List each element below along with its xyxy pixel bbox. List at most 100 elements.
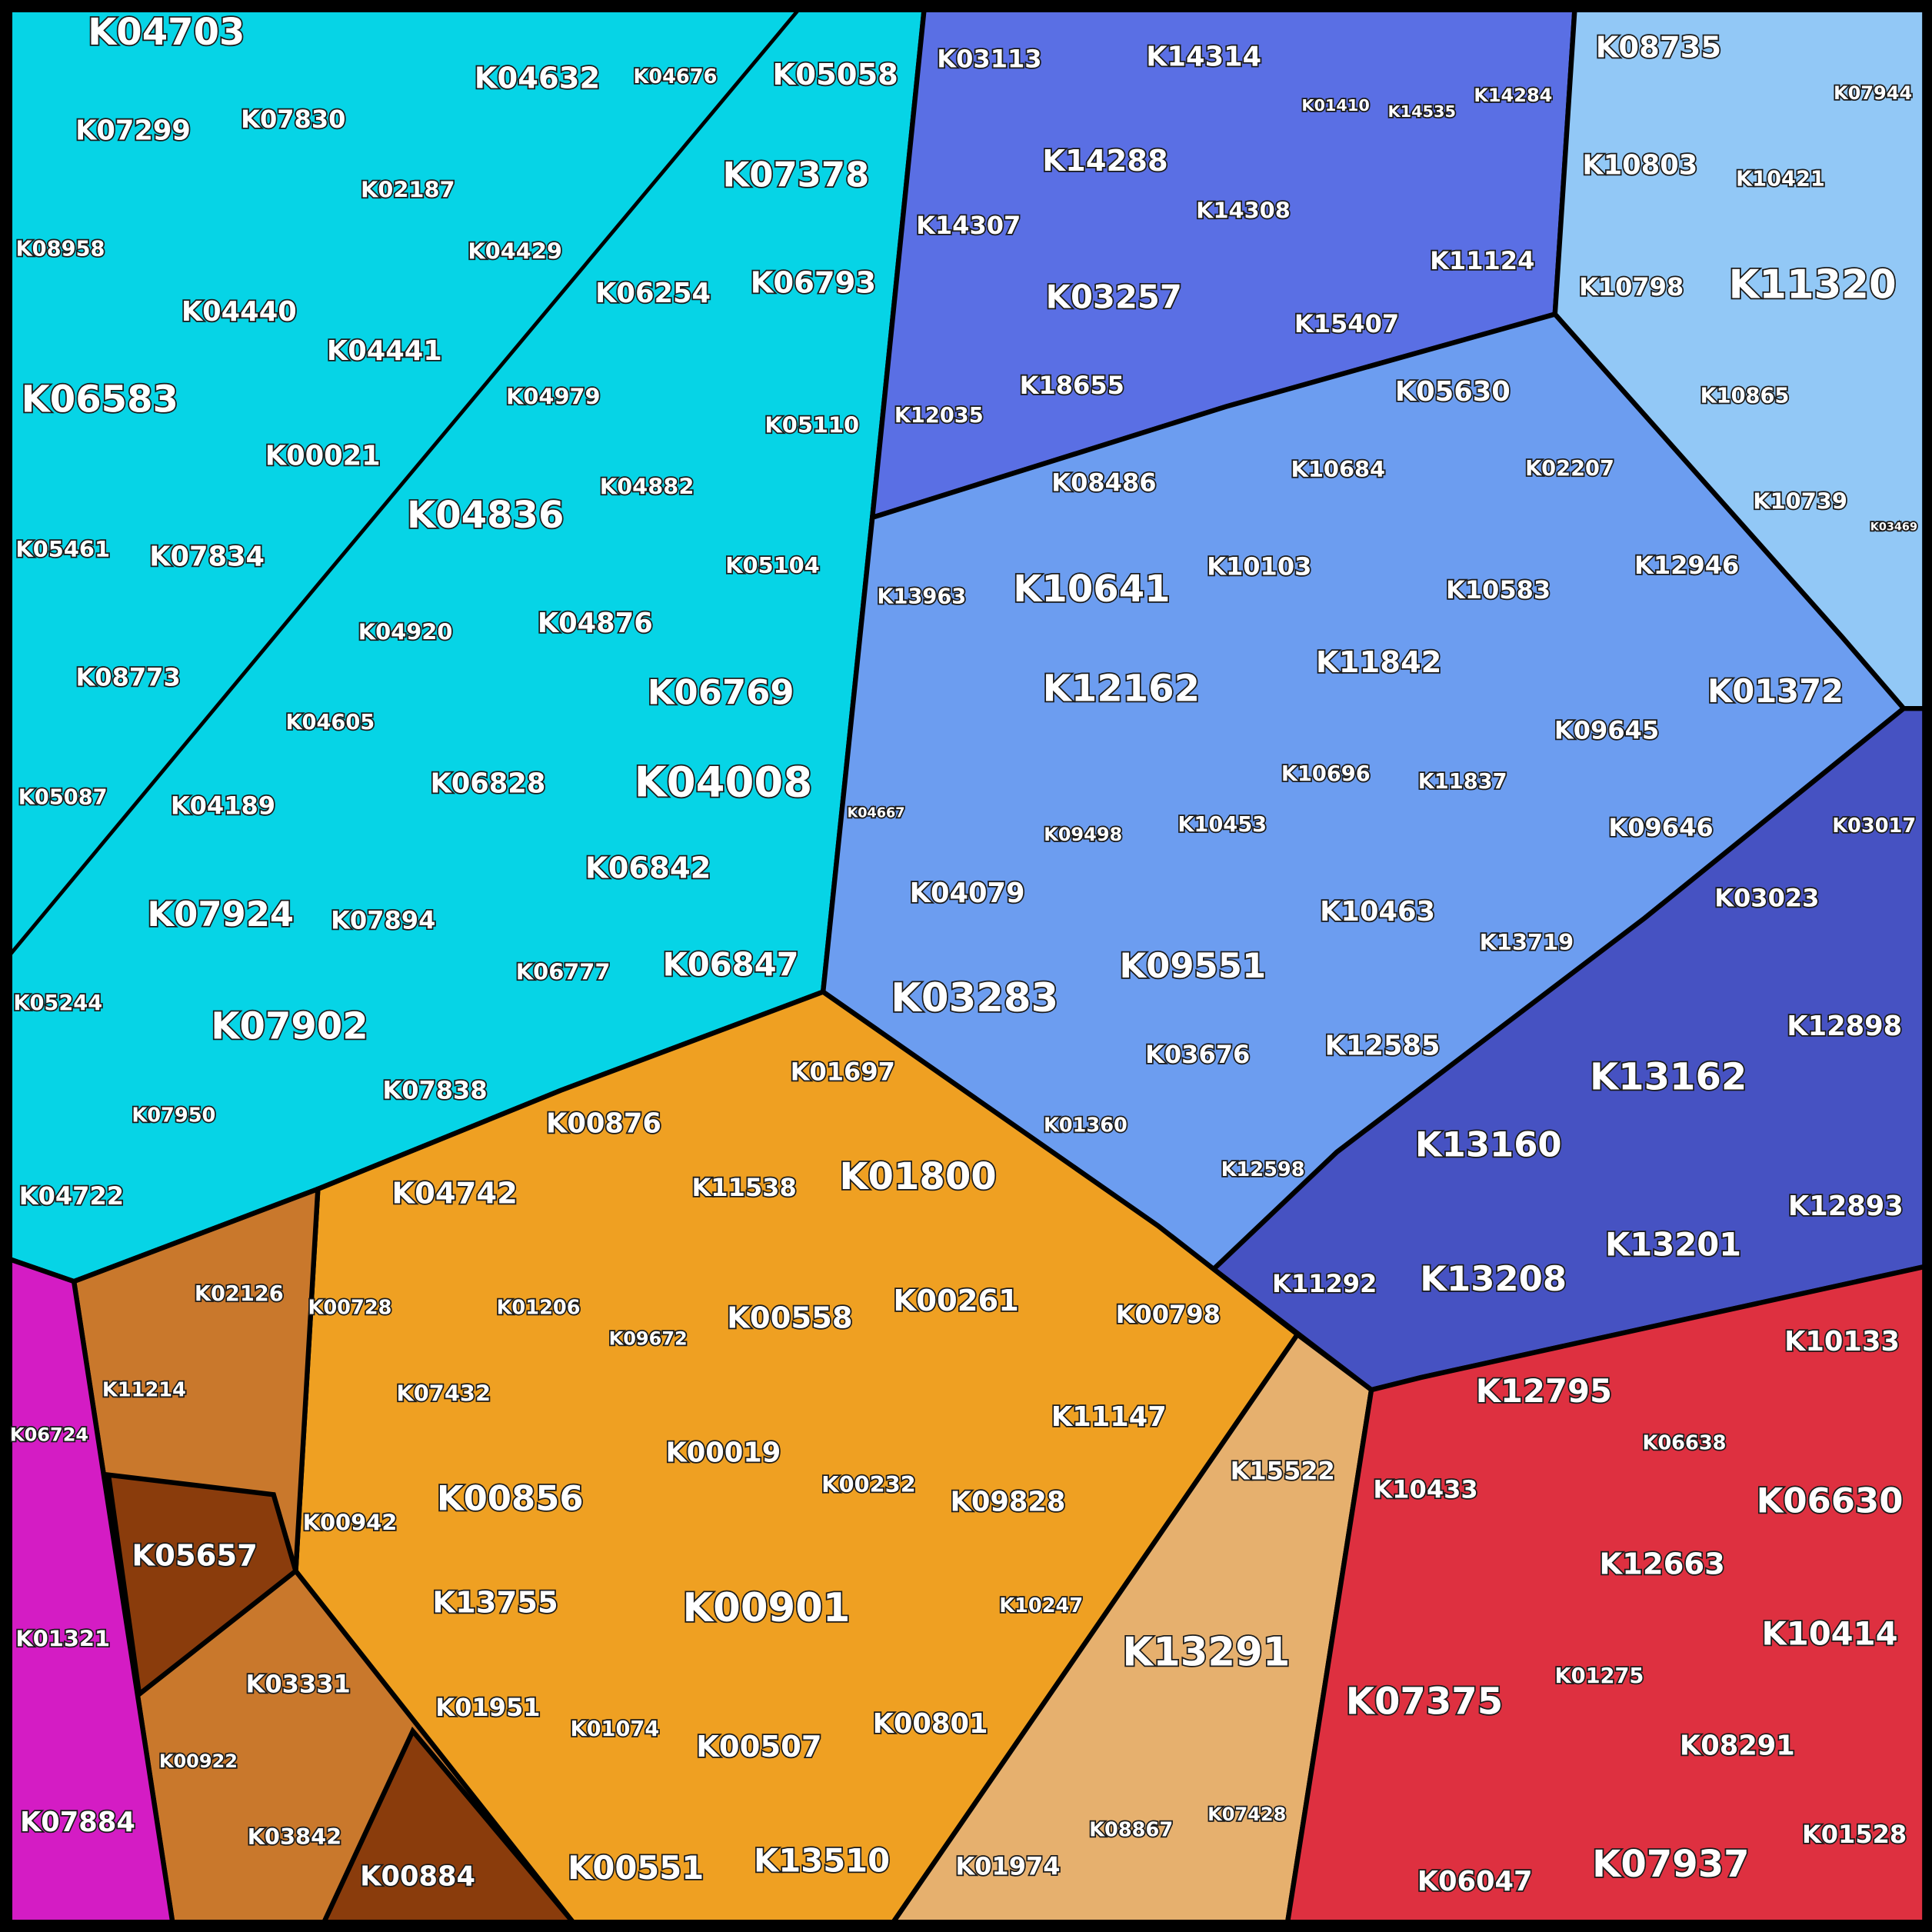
cell-label: K03017 (1832, 814, 1916, 838)
cell-label: K07894 (331, 905, 435, 934)
cell-label: K06724 (10, 1424, 88, 1445)
region-red (1284, 1263, 1927, 1925)
cell-label: K04440 (182, 296, 297, 328)
cell-label: K04632 (475, 62, 601, 96)
cell-label: K04676 (633, 65, 717, 88)
cell-label: K00558 (727, 1301, 853, 1335)
cell-label: K00728 (308, 1296, 391, 1319)
cell-label: K14535 (1387, 102, 1456, 121)
cell-label: K07432 (396, 1381, 491, 1407)
cell-label: K11292 (1272, 1269, 1377, 1298)
cell-label: K06769 (648, 672, 794, 713)
cell-label: K07299 (75, 115, 191, 146)
cell-label: K08773 (75, 663, 180, 692)
cell-label: K00232 (821, 1471, 916, 1497)
cell-label: K06254 (595, 278, 711, 309)
cell-label: K01275 (1555, 1664, 1644, 1688)
cell-label: K04742 (391, 1176, 518, 1211)
cell-label: K04605 (285, 711, 375, 734)
cell-label: K06638 (1642, 1432, 1726, 1455)
cell-label: K01800 (839, 1155, 996, 1198)
cell-label: K04008 (635, 758, 813, 807)
cell-label: K10684 (1291, 456, 1385, 482)
cell-label: K09672 (609, 1327, 688, 1349)
cell-label: K04722 (19, 1181, 124, 1211)
cell-label: K06777 (516, 959, 611, 985)
cell-label: K07924 (147, 894, 294, 934)
cell-label: K00856 (437, 1477, 584, 1518)
cell-label: K04189 (171, 791, 275, 820)
cell-label: K03113 (937, 45, 1041, 74)
cell-label: K05244 (13, 991, 102, 1015)
cell-label: K15522 (1231, 1456, 1335, 1485)
cell-label: K00884 (360, 1861, 475, 1893)
cell-label: K08867 (1089, 1819, 1173, 1842)
cell-label: K00922 (159, 1750, 238, 1772)
cell-label: K07838 (382, 1075, 487, 1104)
cell-label: K08735 (1596, 31, 1722, 65)
cell-label: K06847 (662, 946, 798, 984)
cell-label: K13510 (754, 1841, 890, 1879)
cell-label: K12946 (1634, 551, 1739, 580)
cell-label: K07378 (723, 155, 870, 195)
cell-label: K03842 (248, 1824, 342, 1850)
cell-label: K06793 (751, 266, 877, 301)
cell-label: K12663 (1599, 1547, 1725, 1582)
cell-label: K07937 (1592, 1843, 1749, 1886)
cell-label: K04836 (407, 494, 564, 537)
cell-label: K07830 (241, 105, 345, 134)
cell-label: K00942 (303, 1510, 398, 1536)
cell-label: K11538 (691, 1173, 796, 1202)
cell-label: K14308 (1196, 198, 1291, 224)
cell-label: K00798 (1116, 1300, 1221, 1329)
cell-label: K10739 (1753, 488, 1847, 515)
cell-label: K12898 (1787, 1011, 1902, 1042)
cell-label: K04920 (358, 618, 453, 645)
cell-label: K00021 (265, 440, 381, 471)
cell-label: K15407 (1294, 309, 1399, 338)
cell-label: K14314 (1146, 41, 1261, 72)
cell-label: K07834 (149, 541, 265, 573)
cell-label: K05104 (725, 552, 820, 578)
cell-label: K11214 (102, 1379, 186, 1402)
cell-label: K00876 (546, 1108, 661, 1140)
cell-label: K10696 (1281, 762, 1371, 786)
cell-label: K11124 (1430, 246, 1534, 275)
cell-label: K10453 (1178, 813, 1267, 837)
cell-label: K13201 (1605, 1225, 1741, 1263)
cell-label: K05657 (132, 1538, 258, 1573)
cell-label: K10133 (1784, 1326, 1900, 1357)
cell-label: K03023 (1714, 883, 1819, 912)
region-darkbrown (320, 1726, 578, 1925)
cell-label: K09551 (1119, 945, 1266, 986)
cell-label: K10103 (1207, 552, 1311, 581)
cell-label: K13160 (1415, 1124, 1562, 1165)
cell-label: K10865 (1700, 384, 1790, 408)
cell-label: K00507 (696, 1730, 822, 1764)
cell-label: K09646 (1608, 813, 1713, 842)
cell-label: K01528 (1802, 1820, 1907, 1849)
cell-label: K10421 (1736, 167, 1825, 191)
cell-label: K01372 (1707, 672, 1844, 710)
cell-label: K07884 (20, 1807, 135, 1838)
cell-label: K04882 (600, 473, 695, 499)
cell-label: K10641 (1013, 568, 1170, 611)
cell-label: K01206 (497, 1296, 581, 1319)
cell-label: K08291 (1680, 1730, 1795, 1762)
cell-label: K07428 (1208, 1804, 1286, 1825)
cell-label: K14288 (1042, 144, 1168, 178)
cell-label: K05058 (772, 58, 898, 92)
cell-label: K00261 (893, 1284, 1019, 1318)
cell-label: K05461 (15, 536, 110, 562)
cell-label: K11320 (1729, 261, 1897, 308)
cell-label: K06630 (1757, 1480, 1904, 1521)
cell-label: K04429 (468, 238, 562, 264)
cell-label: K03283 (891, 975, 1058, 1021)
cell-label: K10583 (1446, 575, 1551, 605)
region-magenta (7, 1255, 176, 1925)
cell-label: K11147 (1051, 1401, 1167, 1433)
cell-label: K04979 (506, 383, 601, 409)
cell-label: K13719 (1480, 929, 1574, 955)
cell-label: K07902 (211, 1005, 368, 1048)
